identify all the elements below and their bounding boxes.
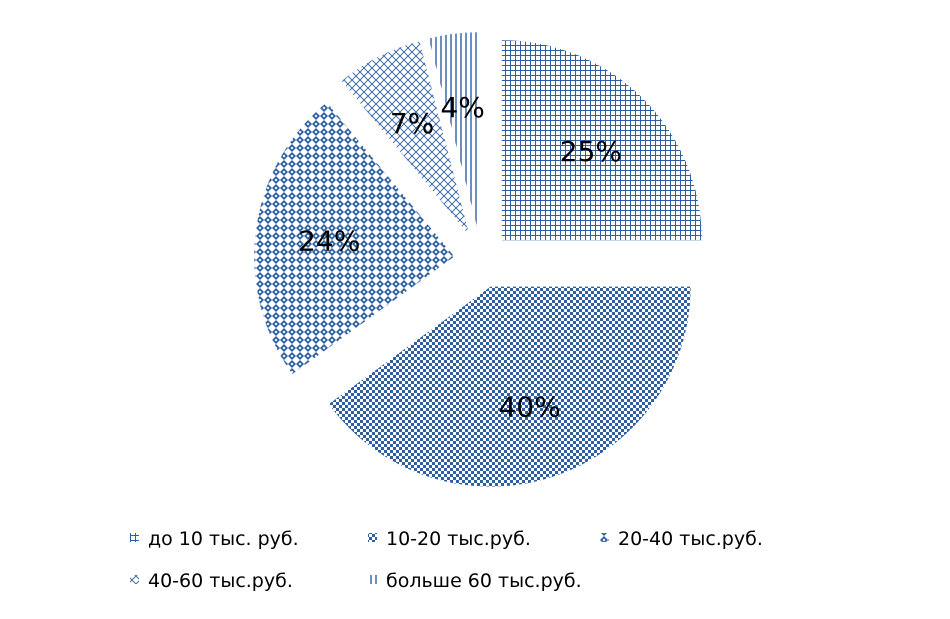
legend-label: 20-40 тыс.руб. (618, 528, 763, 550)
data-label: 24% (298, 225, 360, 258)
data-label: 25% (560, 135, 622, 168)
legend-swatch (600, 533, 609, 542)
pie-slice (428, 32, 479, 233)
data-label: 40% (498, 390, 560, 423)
data-label: 4% (440, 91, 484, 124)
legend-swatch (130, 575, 139, 584)
legend-label: 40-60 тыс.руб. (148, 570, 293, 592)
legend-swatch (368, 533, 377, 542)
legend: до 10 тыс. руб. 10-20 тыс.руб. 20-40 тыс.р… (130, 528, 763, 592)
legend-swatch (130, 533, 139, 542)
pie-slice (501, 40, 702, 241)
legend-label: больше 60 тыс.руб. (386, 570, 582, 592)
legend-label: до 10 тыс. руб. (148, 528, 299, 550)
pie-slice (341, 41, 470, 236)
pie-slice (254, 102, 455, 375)
pie-slice (328, 286, 691, 487)
legend-swatch (368, 575, 377, 584)
data-label: 7% (390, 107, 434, 140)
legend-label: 10-20 тыс.руб. (386, 528, 531, 550)
